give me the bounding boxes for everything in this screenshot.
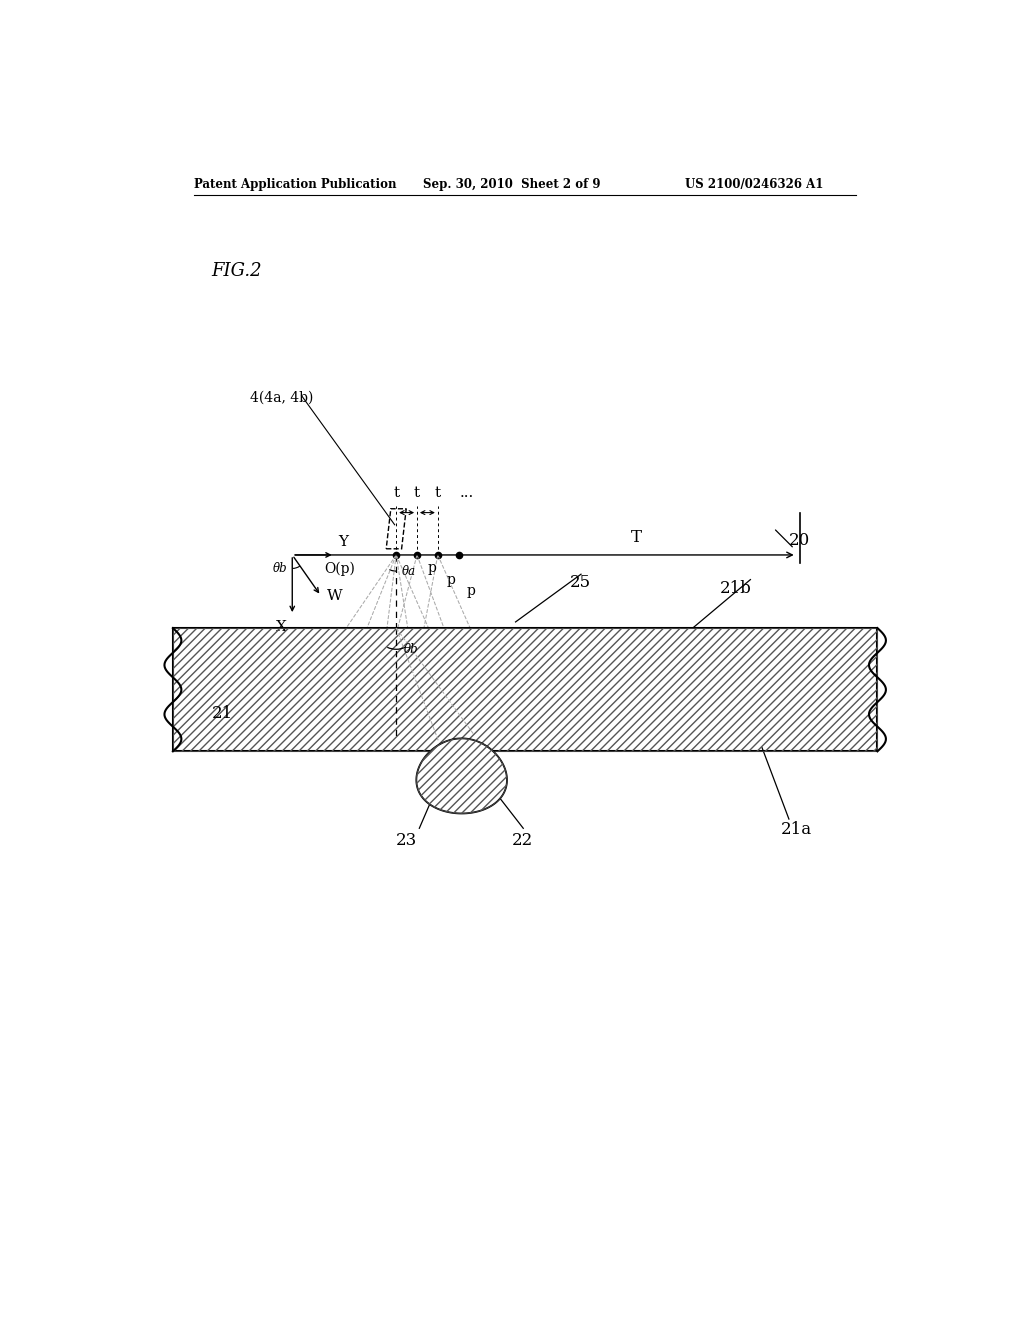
Text: 4(4a, 4b): 4(4a, 4b) <box>250 391 313 405</box>
Text: Sep. 30, 2010  Sheet 2 of 9: Sep. 30, 2010 Sheet 2 of 9 <box>423 178 601 190</box>
Text: 23: 23 <box>396 832 418 849</box>
Text: W: W <box>327 589 343 603</box>
Text: p: p <box>466 583 475 598</box>
Text: p: p <box>428 561 436 576</box>
Text: 25: 25 <box>569 574 591 591</box>
Text: θa: θa <box>401 565 416 578</box>
Polygon shape <box>417 738 507 813</box>
Text: 21: 21 <box>211 705 232 722</box>
Text: US 2100/0246326 A1: US 2100/0246326 A1 <box>685 178 823 190</box>
Bar <box>173 628 878 751</box>
Text: Y: Y <box>339 535 348 549</box>
Text: 22: 22 <box>512 832 532 849</box>
Text: ...: ... <box>460 486 473 499</box>
Text: t: t <box>435 486 441 499</box>
Text: T: T <box>631 529 642 545</box>
Text: θb: θb <box>403 643 419 656</box>
Text: p: p <box>447 573 456 587</box>
Text: X: X <box>276 620 287 635</box>
Text: θb: θb <box>273 562 288 576</box>
Text: 21a: 21a <box>781 821 812 838</box>
Text: 21b: 21b <box>720 579 752 597</box>
Bar <box>173 628 878 751</box>
Text: FIG.2: FIG.2 <box>211 263 262 280</box>
Text: t: t <box>414 486 420 499</box>
Text: O(p): O(p) <box>325 561 355 576</box>
Text: Patent Application Publication: Patent Application Publication <box>194 178 396 190</box>
Text: t: t <box>393 486 399 499</box>
Text: 20: 20 <box>788 532 810 549</box>
